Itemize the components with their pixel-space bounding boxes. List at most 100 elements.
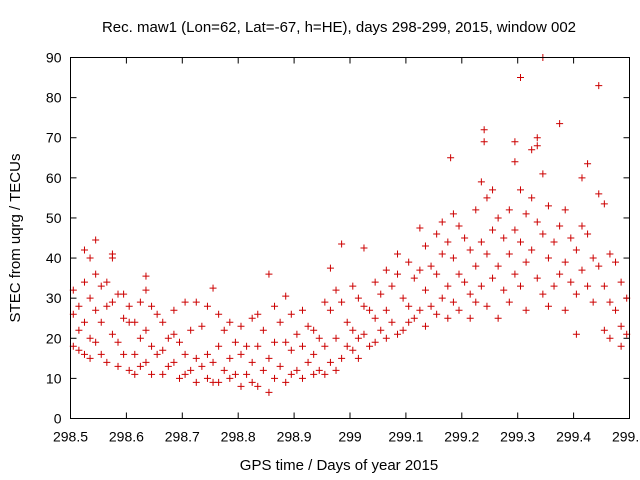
data-point xyxy=(293,330,301,338)
data-point xyxy=(220,366,228,374)
data-point xyxy=(237,382,245,390)
y-tick-label: 60 xyxy=(46,170,62,186)
data-point xyxy=(455,270,463,278)
data-point xyxy=(332,286,340,294)
data-point xyxy=(326,306,334,314)
data-point xyxy=(80,318,88,326)
data-point xyxy=(528,246,536,254)
data-point xyxy=(606,298,614,306)
data-point xyxy=(226,354,234,362)
data-point xyxy=(617,278,625,286)
data-point xyxy=(164,334,172,342)
x-tick-label: 299.4 xyxy=(556,429,591,445)
data-point xyxy=(366,306,374,314)
data-point xyxy=(455,306,463,314)
data-point xyxy=(377,326,385,334)
y-tick-label: 80 xyxy=(46,90,62,106)
data-point xyxy=(170,306,178,314)
data-point xyxy=(511,270,519,278)
data-point xyxy=(92,306,100,314)
data-point xyxy=(310,370,318,378)
data-point xyxy=(516,186,524,194)
data-point xyxy=(321,370,329,378)
data-points xyxy=(69,54,631,396)
data-point xyxy=(472,206,480,214)
data-point xyxy=(125,366,133,374)
data-point xyxy=(522,210,530,218)
data-point xyxy=(315,334,323,342)
data-point xyxy=(416,266,424,274)
data-point xyxy=(528,146,536,154)
data-point xyxy=(86,334,94,342)
data-point xyxy=(572,246,580,254)
data-point xyxy=(142,272,150,280)
data-point xyxy=(159,318,167,326)
data-point xyxy=(120,314,128,322)
data-point xyxy=(338,354,346,362)
x-tick-label: 299.5 xyxy=(612,429,640,445)
data-point xyxy=(438,250,446,258)
data-point xyxy=(600,282,608,290)
data-point xyxy=(444,282,452,290)
chart-title: Rec. maw1 (Lon=62, Lat=-67, h=HE), days … xyxy=(102,19,576,36)
data-point xyxy=(461,234,469,242)
data-point xyxy=(455,222,463,230)
data-point xyxy=(243,370,251,378)
data-point xyxy=(164,362,172,370)
data-point xyxy=(131,318,139,326)
data-point xyxy=(388,318,396,326)
data-point xyxy=(248,378,256,386)
plot-frame xyxy=(70,57,630,419)
data-point xyxy=(447,154,455,162)
data-point xyxy=(405,302,413,310)
data-point xyxy=(511,138,519,146)
data-point xyxy=(254,382,262,390)
data-point xyxy=(505,250,513,258)
data-point xyxy=(617,342,625,350)
data-point xyxy=(572,330,580,338)
x-tick-label: 298.9 xyxy=(277,429,312,445)
data-point xyxy=(237,350,245,358)
data-point xyxy=(567,234,575,242)
data-point xyxy=(343,318,351,326)
data-point xyxy=(561,306,569,314)
data-point xyxy=(494,214,502,222)
data-point xyxy=(539,290,547,298)
data-point xyxy=(394,330,402,338)
data-point xyxy=(522,306,530,314)
data-point xyxy=(494,314,502,322)
data-point xyxy=(421,242,429,250)
data-point xyxy=(198,322,206,330)
data-point xyxy=(75,326,83,334)
data-point xyxy=(181,298,189,306)
data-point xyxy=(427,302,435,310)
data-point xyxy=(136,298,144,306)
data-point xyxy=(617,322,625,330)
data-point xyxy=(321,342,329,350)
x-tick-label: 298.5 xyxy=(53,429,88,445)
data-point xyxy=(354,354,362,362)
data-point xyxy=(332,366,340,374)
data-point xyxy=(265,354,273,362)
data-point xyxy=(198,362,206,370)
data-point xyxy=(556,222,564,230)
data-point xyxy=(477,282,485,290)
data-point xyxy=(354,294,362,302)
data-point xyxy=(399,294,407,302)
data-point xyxy=(298,374,306,382)
y-tick-label: 50 xyxy=(46,210,62,226)
data-point xyxy=(298,306,306,314)
data-point xyxy=(539,170,547,178)
data-point xyxy=(578,266,586,274)
data-point xyxy=(500,286,508,294)
data-point xyxy=(489,186,497,194)
data-point xyxy=(416,224,424,232)
data-point xyxy=(271,374,279,382)
x-tick-label: 298.6 xyxy=(109,429,144,445)
data-point xyxy=(522,258,530,266)
data-point xyxy=(142,326,150,334)
data-point xyxy=(108,298,116,306)
data-point xyxy=(382,306,390,314)
x-tick-label: 299 xyxy=(338,429,362,445)
